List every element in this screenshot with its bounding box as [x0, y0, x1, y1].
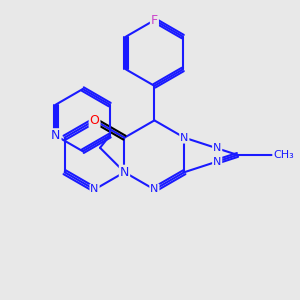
Text: N: N — [90, 184, 99, 194]
Text: CH₃: CH₃ — [273, 150, 294, 160]
Text: N: N — [213, 143, 221, 153]
Text: N: N — [213, 157, 221, 166]
Text: O: O — [90, 114, 100, 127]
Text: N: N — [120, 166, 129, 179]
Text: N: N — [180, 133, 188, 143]
Text: F: F — [151, 14, 158, 27]
Text: N: N — [51, 129, 61, 142]
Text: N: N — [150, 184, 159, 194]
